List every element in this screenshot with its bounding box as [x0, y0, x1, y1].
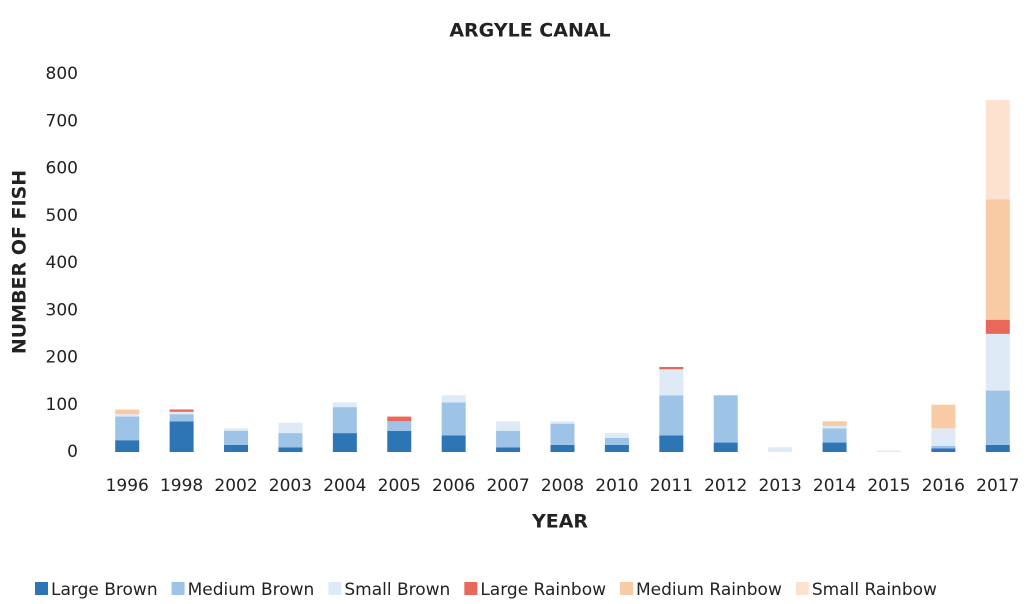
y-tick-label: 400: [46, 253, 78, 273]
x-tick-label: 2004: [323, 476, 366, 496]
bar-segment: [332, 433, 357, 452]
legend-label: Small Brown: [344, 580, 450, 600]
bar-segment: [224, 444, 249, 452]
bar-segment: [387, 430, 412, 452]
legend-label: Large Rainbow: [480, 580, 606, 600]
legend-swatch: [171, 582, 185, 595]
x-tick-label: 2003: [269, 476, 312, 496]
bar-segment: [985, 333, 1010, 391]
x-tick-label: 2002: [214, 476, 257, 496]
bar-segment: [931, 404, 956, 429]
y-tick-label: 0: [67, 442, 78, 462]
bar-segment: [496, 421, 521, 431]
bar-segment: [441, 402, 466, 436]
bar-segment: [441, 395, 466, 403]
bar-segment: [115, 414, 140, 417]
x-tick-label: 2015: [867, 476, 910, 496]
bar-segment: [822, 428, 847, 443]
x-tick-label: 2006: [432, 476, 475, 496]
chart-title: ARGYLE CANAL: [449, 20, 610, 42]
y-tick-label: 700: [46, 111, 78, 131]
y-tick-label: 600: [46, 159, 78, 179]
bar-segment: [659, 366, 684, 370]
x-axis-label: YEAR: [531, 511, 588, 533]
bar-segment: [387, 421, 412, 431]
x-tick-label: 2012: [704, 476, 747, 496]
bar-segment: [713, 395, 738, 443]
legend-swatch: [328, 582, 342, 595]
legend-swatch: [464, 582, 478, 595]
x-tick-label: 2008: [541, 476, 584, 496]
x-tick-label: 1996: [106, 476, 149, 496]
bar-segment: [387, 416, 412, 422]
bar-segment: [550, 421, 575, 424]
bar-segment: [822, 421, 847, 427]
bar-segment: [604, 433, 629, 438]
bar-segment: [768, 447, 793, 452]
bar-segment: [169, 409, 194, 412]
y-axis-label: NUMBER OF FISH: [9, 170, 31, 354]
bar-segment: [278, 433, 303, 448]
legend-label: Medium Brown: [188, 580, 315, 600]
y-tick-label: 200: [46, 348, 78, 368]
y-tick-label: 100: [46, 395, 78, 415]
bar-segment: [604, 444, 629, 452]
bar-segment: [550, 423, 575, 445]
bar-segment: [985, 199, 1010, 320]
bar-segment: [441, 435, 466, 452]
bar-segment: [224, 430, 249, 445]
bar-segment: [550, 444, 575, 452]
bar-segment: [496, 447, 521, 452]
legend-swatch: [620, 582, 634, 595]
bar-segment: [332, 402, 357, 408]
x-tick-label: 2013: [759, 476, 802, 496]
x-tick-label: 1998: [160, 476, 203, 496]
bar-segment: [278, 422, 303, 434]
bar-segment: [496, 430, 521, 448]
bar-segment: [278, 447, 303, 452]
x-tick-label: 2005: [378, 476, 421, 496]
bar-segment: [115, 440, 140, 452]
bar-segment: [713, 442, 738, 452]
x-tick-label: 2010: [595, 476, 638, 496]
bar-segment: [931, 428, 956, 446]
bar-segment: [604, 437, 629, 445]
bar-segment: [115, 416, 140, 441]
bar-segment: [985, 444, 1010, 452]
legend-swatch: [35, 582, 48, 595]
bar-segment: [224, 428, 249, 431]
bar-segment: [332, 407, 357, 434]
legend-swatch: [795, 582, 809, 595]
x-tick-label: 2007: [486, 476, 529, 496]
bar-segment: [659, 395, 684, 436]
x-tick-label: 2017: [976, 476, 1019, 496]
bar-segment: [931, 448, 956, 452]
bar-segment: [822, 442, 847, 452]
bar-segment: [115, 409, 140, 415]
bar-segment: [985, 390, 1010, 445]
x-tick-label: 2011: [650, 476, 693, 496]
y-tick-label: 300: [46, 300, 78, 320]
bar-segment: [985, 99, 1010, 200]
y-tick-label: 500: [46, 206, 78, 226]
legend-label: Large Brown: [51, 580, 158, 600]
y-tick-label: 800: [46, 64, 78, 84]
x-tick-label: 2016: [922, 476, 965, 496]
legend-label: Medium Rainbow: [636, 580, 782, 600]
bar-segment: [931, 445, 956, 449]
bar-segment: [985, 319, 1010, 334]
bar-segment: [822, 426, 847, 429]
bar-segment: [876, 450, 901, 452]
x-tick-label: 2014: [813, 476, 856, 496]
bar-segment: [169, 411, 194, 415]
bar-segment: [169, 414, 194, 422]
bar-segment: [659, 369, 684, 396]
legend-label: Small Rainbow: [812, 580, 937, 600]
bar-segment: [169, 421, 194, 452]
bar-segment: [659, 435, 684, 452]
